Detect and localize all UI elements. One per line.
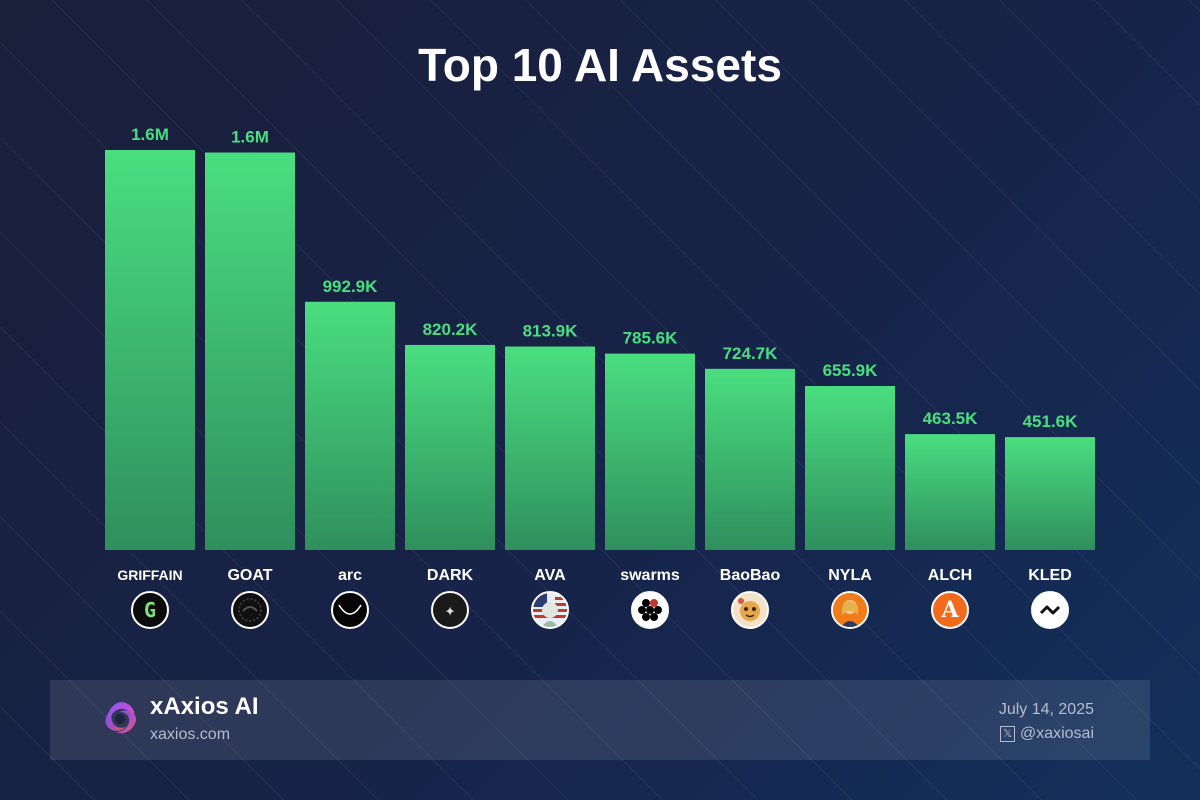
bar-value-label: 451.6K xyxy=(1023,412,1079,431)
bar-value-label: 1.6M xyxy=(131,125,169,144)
bar-kled xyxy=(1005,437,1095,550)
x-logo-icon: 𝕏 xyxy=(1000,726,1015,742)
category-label: DARK xyxy=(427,567,474,584)
chart-title: Top 10 AI Assets xyxy=(418,39,782,91)
category-label: NYLA xyxy=(828,567,872,584)
category-label: GOAT xyxy=(227,567,272,584)
bar-value-label: 785.6K xyxy=(623,329,679,348)
category-label: AVA xyxy=(534,567,566,584)
dark-icon: ✦ xyxy=(431,591,469,629)
bar-ava xyxy=(505,346,595,550)
arc-icon xyxy=(331,591,369,629)
nyla-icon xyxy=(831,591,869,629)
alch-icon: A xyxy=(931,591,969,629)
kled-icon xyxy=(1031,591,1069,629)
goat-icon xyxy=(231,591,269,629)
bar-value-label: 724.7K xyxy=(723,344,779,363)
bar-value-label: 655.9K xyxy=(823,361,879,380)
bar-chart: 1.6M GRIFFAIN 1.6M GOAT 992.9K arc 820.2K DARK 8… xyxy=(105,125,1095,584)
griffain-icon: G xyxy=(131,591,169,629)
bar-value-label: 820.2K xyxy=(423,320,479,339)
bar-value-label: 813.9K xyxy=(523,322,579,341)
bar-alch xyxy=(905,434,995,550)
bar-arc xyxy=(305,301,395,550)
footer-panel: xAxios AI xaxios.com July 14, 2025 𝕏 @xa… xyxy=(50,680,1150,760)
bar-value-label: 463.5K xyxy=(923,409,979,428)
swarms-icon xyxy=(631,591,669,629)
bar-baobao xyxy=(705,368,795,550)
bar-goat xyxy=(205,152,295,550)
baobao-icon xyxy=(731,591,769,629)
category-label: swarms xyxy=(620,567,680,584)
social-handle-text: @xaxiosai xyxy=(1019,725,1094,742)
bar-nyla xyxy=(805,386,895,550)
report-date: July 14, 2025 xyxy=(998,701,1094,718)
brand-name: xAxios AI xyxy=(150,693,259,720)
bar-griffain xyxy=(105,150,195,550)
social-handle[interactable]: 𝕏 @xaxiosai xyxy=(1000,725,1094,743)
category-label: BaoBao xyxy=(720,567,781,584)
category-label: KLED xyxy=(1028,567,1072,584)
bar-value-label: 992.9K xyxy=(323,277,379,296)
bar-dark xyxy=(405,344,495,550)
bar-value-label: 1.6M xyxy=(231,128,269,147)
category-label: arc xyxy=(338,567,362,584)
bar-swarms xyxy=(605,353,695,550)
ava-icon xyxy=(531,591,569,629)
category-label: ALCH xyxy=(928,567,972,584)
xaxios-logo-icon xyxy=(105,702,137,734)
category-label: GRIFFAIN xyxy=(117,567,182,583)
brand-url-link[interactable]: xaxios.com xyxy=(150,726,231,743)
